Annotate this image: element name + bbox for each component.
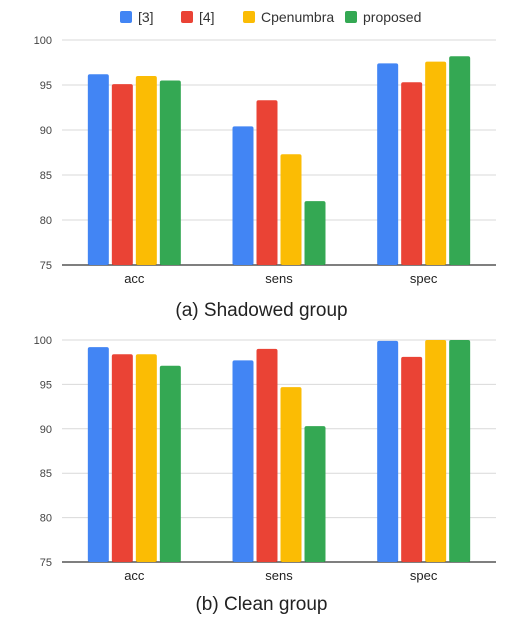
bar xyxy=(232,360,254,562)
y-tick-label: 100 xyxy=(34,335,52,347)
x-tick-label: acc xyxy=(124,568,145,583)
y-tick-label: 95 xyxy=(40,379,52,391)
bar xyxy=(425,340,447,562)
legend-swatch xyxy=(120,11,132,23)
bar xyxy=(425,61,447,265)
bar xyxy=(111,84,133,265)
legend: [3] [4] Cpenumbra proposed xyxy=(0,6,523,28)
caption-clean-group: (b) Clean group xyxy=(195,594,328,615)
bar xyxy=(449,340,471,562)
bar xyxy=(111,354,133,562)
legend-label: Cpenumbra xyxy=(261,9,335,25)
legend-swatch xyxy=(243,11,255,23)
y-tick-label: 90 xyxy=(40,424,52,436)
bar xyxy=(159,365,181,562)
y-tick-label: 95 xyxy=(40,80,52,92)
x-tick-label: spec xyxy=(410,568,438,583)
x-tick-label: sens xyxy=(265,568,293,583)
bar xyxy=(232,126,254,266)
bar xyxy=(304,426,326,562)
clean-group-chart: 75 80 85 90 95 100 acc sens spec xyxy=(34,335,496,583)
y-tick-label: 85 xyxy=(40,170,52,182)
legend-item: proposed xyxy=(345,8,421,26)
bar xyxy=(377,340,399,562)
bar xyxy=(304,201,326,265)
legend-swatch xyxy=(181,11,193,23)
caption-shadowed-group: (a) Shadowed group xyxy=(175,300,348,321)
bar xyxy=(87,347,109,562)
legend-item: Cpenumbra xyxy=(243,8,334,26)
y-tick-label: 80 xyxy=(40,215,52,227)
bar xyxy=(159,80,181,265)
x-tick-label: spec xyxy=(410,271,438,286)
x-tick-label: sens xyxy=(265,271,293,286)
bar xyxy=(135,354,157,562)
legend-label: [3] xyxy=(138,9,154,25)
bar xyxy=(256,100,278,265)
legend-label: [4] xyxy=(199,9,215,25)
legend-swatch xyxy=(345,11,357,23)
legend-item: [4] xyxy=(181,8,215,26)
y-tick-label: 75 xyxy=(40,557,52,569)
shadowed-group-chart: 75 80 85 90 95 100 acc sens spec xyxy=(34,35,496,286)
y-tick-label: 75 xyxy=(40,260,52,272)
bar xyxy=(280,387,302,562)
bar xyxy=(280,154,302,265)
bar xyxy=(401,82,423,265)
y-tick-label: 90 xyxy=(40,125,52,137)
y-tick-label: 80 xyxy=(40,513,52,525)
bar xyxy=(135,76,157,265)
legend-item: [3] xyxy=(120,8,154,26)
legend-label: proposed xyxy=(363,9,422,25)
bar xyxy=(87,74,109,265)
bar xyxy=(449,56,471,266)
bar xyxy=(256,348,278,562)
y-tick-label: 85 xyxy=(40,468,52,480)
bar xyxy=(401,356,423,562)
x-tick-label: acc xyxy=(124,271,145,286)
y-tick-label: 100 xyxy=(34,35,52,47)
bar xyxy=(377,63,399,266)
